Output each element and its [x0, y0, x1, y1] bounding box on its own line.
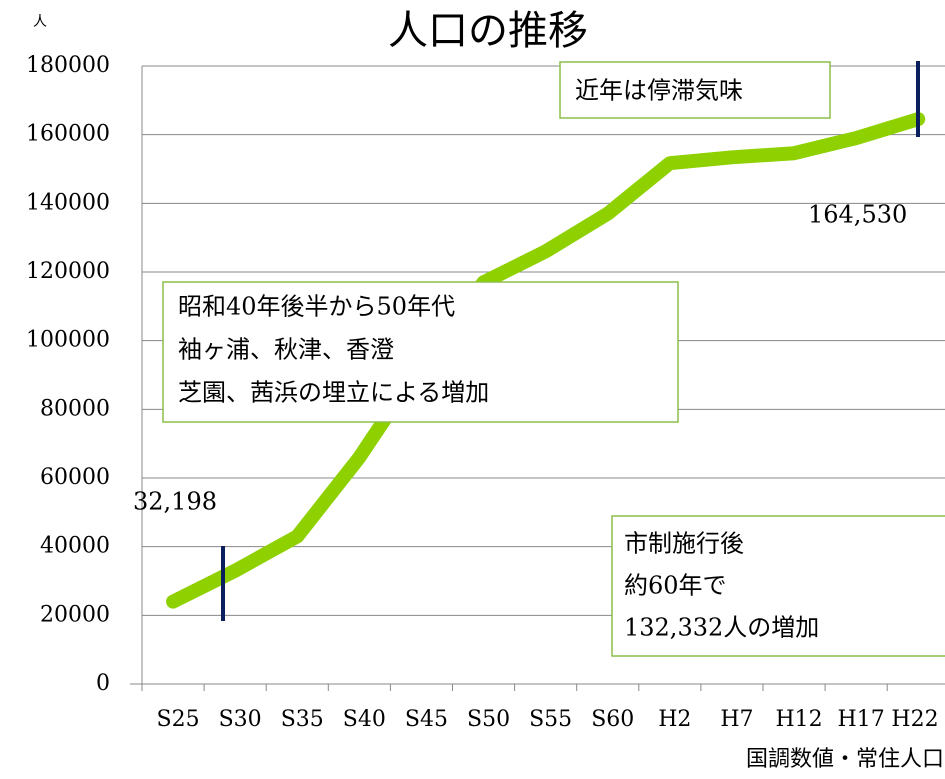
- annotation-box: [559, 61, 831, 119]
- annotation-text: 昭和40年後半から50年代: [178, 293, 455, 321]
- x-tick-label: S45: [405, 707, 448, 732]
- x-tick-label: S35: [281, 707, 324, 732]
- chart-title: 人口の推移: [388, 8, 588, 54]
- annotation-text: 芝園、茜浜の埋立による増加: [178, 379, 489, 407]
- x-tick-label: H7: [720, 707, 753, 732]
- y-tick-label: 140000: [26, 190, 110, 215]
- x-tick-label: S55: [529, 707, 572, 732]
- annotation-text: 32,198: [133, 488, 217, 516]
- x-tick-label: H22: [891, 707, 938, 732]
- annotation-text: 132,332人の増加: [624, 614, 819, 642]
- y-tick-label: 0: [96, 671, 110, 696]
- y-tick-label: 180000: [26, 53, 110, 78]
- y-tick-label: 100000: [26, 328, 110, 353]
- annotation-text: 市制施行後: [624, 530, 744, 558]
- unit-label: 人: [33, 14, 47, 30]
- y-tick-label: 160000: [26, 122, 110, 147]
- annotation-text: 164,530: [808, 201, 907, 229]
- x-tick-label: H17: [838, 707, 885, 732]
- annotation-text: 約60年で: [624, 572, 727, 600]
- x-tick-label: S40: [343, 707, 386, 732]
- x-tick-label: S50: [467, 707, 510, 732]
- x-tick-label: H2: [658, 707, 691, 732]
- data-line: [166, 112, 926, 609]
- annotation-box: [611, 515, 945, 657]
- y-tick-label: 60000: [40, 465, 110, 490]
- y-tick-label: 20000: [40, 602, 110, 627]
- y-tick-label: 80000: [40, 396, 110, 421]
- x-tick-label: H12: [775, 707, 822, 732]
- x-tick-label: S30: [219, 707, 262, 732]
- source-note: 国調数値・常住人口: [746, 747, 944, 772]
- annotation-box: [162, 281, 679, 423]
- annotation-text: 近年は停滞気味: [575, 77, 743, 105]
- y-tick-label: 120000: [26, 259, 110, 284]
- x-tick-label: S25: [157, 707, 200, 732]
- annotation-text: 袖ヶ浦、秋津、香澄: [178, 336, 394, 364]
- y-tick-label: 40000: [40, 534, 110, 559]
- x-tick-label: S60: [591, 707, 634, 732]
